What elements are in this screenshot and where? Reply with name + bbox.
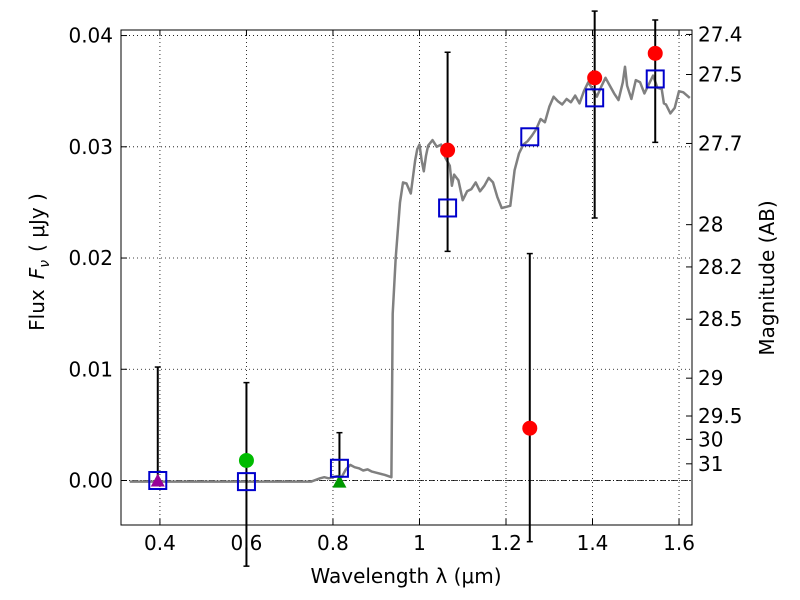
x-tick-label: 0.8 [317, 531, 349, 555]
model-flux-square [585, 88, 605, 108]
y-axis-title-text: Flux [25, 289, 49, 331]
x-tick-label: 0.6 [231, 531, 263, 555]
y2-axis-title: Magnitude (AB) [755, 200, 779, 355]
model-flux-square [236, 472, 256, 492]
mag-tick-label: 28 [698, 213, 723, 237]
y-axis-title-symbol: F [25, 267, 49, 279]
upper-limit-point [150, 473, 165, 487]
mag-tick-label: 31 [698, 452, 723, 476]
x-tick-label: 1.4 [577, 531, 609, 555]
mag-tick-label: 27.7 [698, 131, 743, 155]
model-sed-line [129, 65, 691, 483]
photometry-point [647, 45, 663, 61]
axis-ticks: 0.4 0.6 0.8 1 1.2 1.4 1.6 0.00 0.01 0.02 0.03 0.04 2… [68, 22, 742, 555]
upper-limit-point [332, 474, 347, 488]
model-sed-layer [129, 65, 691, 483]
x-tick-label: 1.6 [663, 531, 695, 555]
photometry-point [587, 70, 603, 86]
y-axis-title: Flux Fν ( μJy ) [25, 193, 53, 331]
mag-tick-label: 29.5 [698, 404, 743, 428]
mag-tick-label: 27.5 [698, 62, 743, 86]
mag-tick-label: 29 [698, 366, 723, 390]
photometry-point [440, 142, 456, 158]
y-tick-label: 0.02 [68, 246, 113, 270]
photometry-point [522, 420, 538, 436]
x-tick-label: 1.2 [490, 531, 522, 555]
y-axis-title-unit: ( μJy ) [25, 193, 49, 252]
y-tick-label: 0.00 [68, 469, 113, 493]
y-tick-label: 0.04 [68, 24, 113, 48]
model-flux-square [520, 127, 540, 147]
x-axis-title: Wavelength λ (μm) [310, 564, 501, 588]
mag-tick-label: 30 [698, 427, 723, 451]
photometry-point [238, 452, 254, 468]
model-flux-square [438, 198, 458, 218]
model-flux-square [148, 471, 168, 491]
y-tick-label: 0.03 [68, 135, 113, 159]
markers [148, 45, 665, 492]
plot-frame [120, 29, 693, 526]
grid [121, 30, 692, 525]
mag-tick-label: 27.4 [698, 22, 743, 46]
x-tick-label: 1 [413, 531, 426, 555]
model-flux-square [645, 69, 665, 89]
mag-tick-label: 28.2 [698, 255, 743, 279]
y-axis-title-subscript: ν [37, 260, 53, 268]
mag-tick-label: 28.5 [698, 307, 743, 331]
y-tick-label: 0.01 [68, 357, 113, 381]
x-tick-label: 0.4 [144, 531, 176, 555]
model-flux-square [329, 458, 349, 478]
